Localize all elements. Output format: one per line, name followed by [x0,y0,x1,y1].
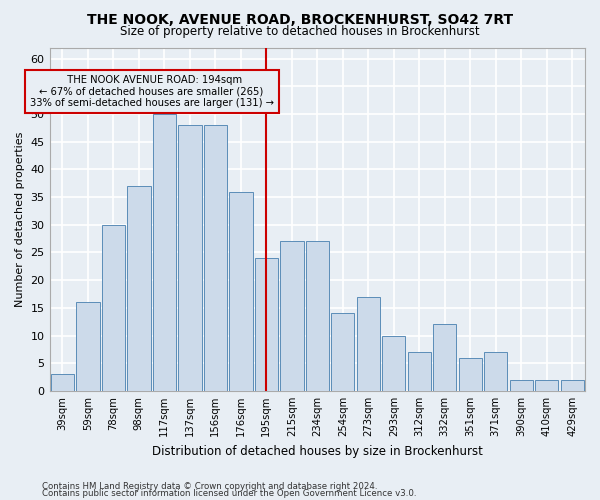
Bar [127,186,151,391]
Bar [382,336,406,391]
Text: Contains HM Land Registry data © Crown copyright and database right 2024.: Contains HM Land Registry data © Crown c… [42,482,377,491]
Bar [331,314,355,391]
Bar [356,297,380,391]
Bar [50,374,74,391]
Text: THE NOOK AVENUE ROAD: 194sqm
← 67% of detached houses are smaller (265)
33% of s: THE NOOK AVENUE ROAD: 194sqm ← 67% of de… [29,75,274,108]
X-axis label: Distribution of detached houses by size in Brockenhurst: Distribution of detached houses by size … [152,444,483,458]
Text: Size of property relative to detached houses in Brockenhurst: Size of property relative to detached ho… [120,25,480,38]
Text: THE NOOK, AVENUE ROAD, BROCKENHURST, SO42 7RT: THE NOOK, AVENUE ROAD, BROCKENHURST, SO4… [87,12,513,26]
Bar [229,192,253,391]
Bar [484,352,508,391]
Bar [178,125,202,391]
Bar [203,125,227,391]
Bar [509,380,533,391]
Bar [280,242,304,391]
Y-axis label: Number of detached properties: Number of detached properties [15,132,25,307]
Bar [101,225,125,391]
Bar [305,242,329,391]
Bar [254,258,278,391]
Bar [560,380,584,391]
Bar [458,358,482,391]
Bar [407,352,431,391]
Bar [76,302,100,391]
Bar [152,114,176,391]
Bar [535,380,559,391]
Bar [433,324,457,391]
Text: Contains public sector information licensed under the Open Government Licence v3: Contains public sector information licen… [42,489,416,498]
